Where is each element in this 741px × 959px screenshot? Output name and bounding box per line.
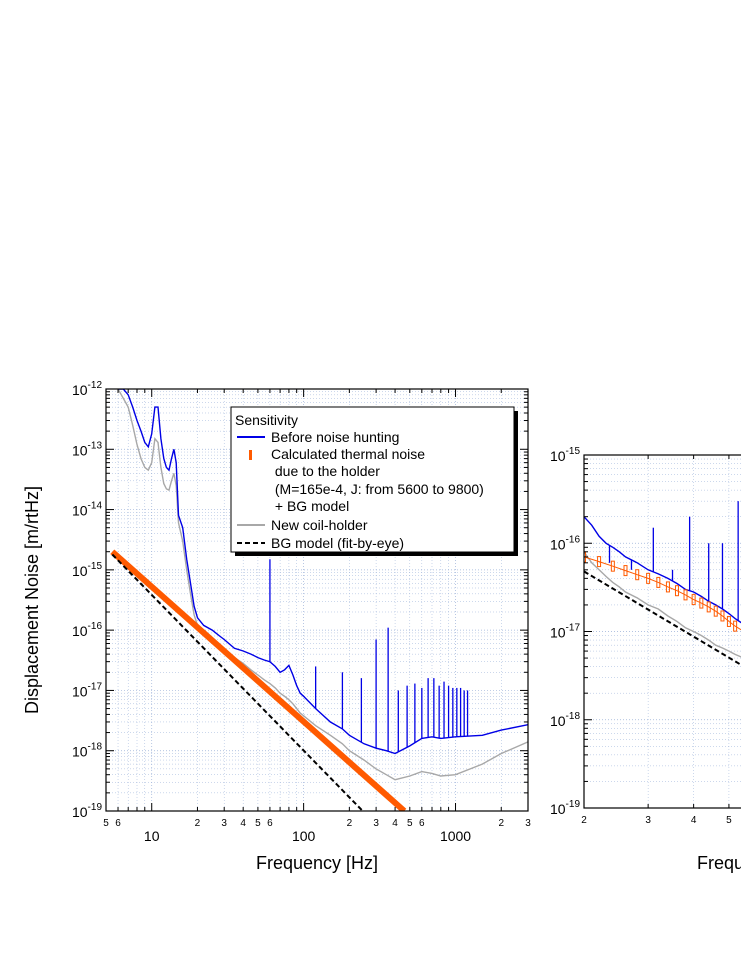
thermal-marker [713, 605, 718, 617]
legend-swatch-thermal [249, 450, 252, 460]
y-tick-label: 10-18 [72, 742, 102, 760]
series-before [584, 516, 741, 624]
series-before [118, 389, 528, 755]
legend: Sensitivity Before noise hunting Calcula… [230, 406, 518, 556]
x-major-tick-label: 10 [144, 828, 160, 844]
legend-box [230, 406, 515, 553]
x-minor-tick-label: 5 [103, 818, 109, 829]
y-tick-label: 10-15 [72, 561, 102, 579]
y-tick-label: 10-16 [72, 621, 102, 639]
y-tick-label: 10-17 [72, 681, 102, 699]
x-minor-tick-label: 3 [525, 818, 531, 829]
x-minor-tick-label: 3 [645, 815, 651, 826]
y-tick-label: 10-17 [550, 623, 580, 641]
x-minor-tick-label: 2 [581, 815, 587, 826]
series-bg_model [111, 553, 364, 811]
left-chart: 10-19 10-18 10-17 10-16 10-15 10-14 10-13 10-12… [22, 380, 531, 873]
x-minor-tick-label: 3 [373, 818, 379, 829]
y-tick-label: 10-18 [550, 711, 580, 729]
x-minor-tick-label: 5 [255, 818, 261, 829]
series-bg_model [584, 570, 741, 666]
y-tick-label: 10-19 [550, 799, 580, 817]
left-y-axis-label: Displacement Noise [m/rtHz] [22, 486, 42, 714]
x-major-tick-label: 1000 [440, 828, 471, 844]
thermal-marker [646, 572, 651, 584]
legend-label-thermal-4: + BG model [271, 498, 349, 514]
x-minor-tick-label: 5 [407, 818, 413, 829]
thermal-marker [635, 569, 640, 581]
x-minor-tick-label: 2 [498, 818, 504, 829]
y-tick-label: 10-12 [72, 380, 102, 398]
x-minor-tick-label: 2 [195, 818, 201, 829]
x-minor-tick-label: 6 [115, 818, 121, 829]
thermal-marker [623, 565, 628, 577]
legend-label-thermal-3: (M=165e-4, J: from 5600 to 9800) [271, 481, 484, 497]
y-tick-label: 10-15 [550, 446, 580, 464]
legend-label-before: Before noise hunting [271, 429, 399, 445]
y-tick-label: 10-14 [72, 501, 102, 519]
x-minor-tick-label: 5 [726, 815, 732, 826]
thermal-marker [665, 581, 670, 593]
thermal-marker [656, 576, 661, 588]
legend-title: Sensitivity [235, 412, 298, 428]
right-ticks: 10-19 10-18 10-17 10-16 10-15 2 3 4 5 [550, 446, 732, 826]
thermal-marker [733, 620, 738, 632]
left-ticks: 10-19 10-18 10-17 10-16 10-15 10-14 10-13 10-12… [72, 380, 531, 844]
x-minor-tick-label: 4 [691, 815, 697, 826]
thermal-marker [706, 601, 711, 613]
legend-label-thermal-1: Calculated thermal noise [271, 446, 425, 462]
right-chart: 10-19 10-18 10-17 10-16 10-15 2 3 4 5 Frequ [550, 446, 741, 873]
legend-label-newcoil: New coil-holder [271, 517, 368, 533]
x-minor-tick-label: 2 [347, 818, 353, 829]
y-tick-label: 10-19 [72, 802, 102, 820]
thermal-marker [726, 615, 731, 627]
thermal-marker [610, 560, 615, 572]
thermal-marker [683, 589, 688, 601]
thermal-marker [597, 556, 602, 568]
y-tick-label: 10-16 [550, 534, 580, 552]
left-series [110, 389, 528, 811]
series-thermal [110, 549, 407, 811]
x-minor-tick-label: 4 [392, 818, 398, 829]
thermal-marker [699, 597, 704, 609]
thermal-marker [691, 594, 696, 606]
y-tick-label: 10-13 [72, 440, 102, 458]
series-newcoil [584, 551, 741, 658]
legend-label-bg-model: BG model (fit-by-eye) [271, 535, 404, 551]
left-plot-frame [105, 388, 529, 812]
left-x-axis-label: Frequency [Hz] [256, 853, 378, 873]
thermal-marker [674, 585, 679, 597]
right-x-axis-label: Frequ [697, 853, 741, 873]
right-series [584, 501, 741, 666]
x-minor-tick-label: 6 [419, 818, 425, 829]
x-minor-tick-label: 3 [221, 818, 227, 829]
thermal-marker [720, 610, 725, 622]
x-minor-tick-label: 4 [240, 818, 246, 829]
x-minor-tick-label: 6 [267, 818, 273, 829]
x-major-tick-label: 100 [292, 828, 316, 844]
legend-label-thermal-2: due to the holder [271, 463, 380, 479]
